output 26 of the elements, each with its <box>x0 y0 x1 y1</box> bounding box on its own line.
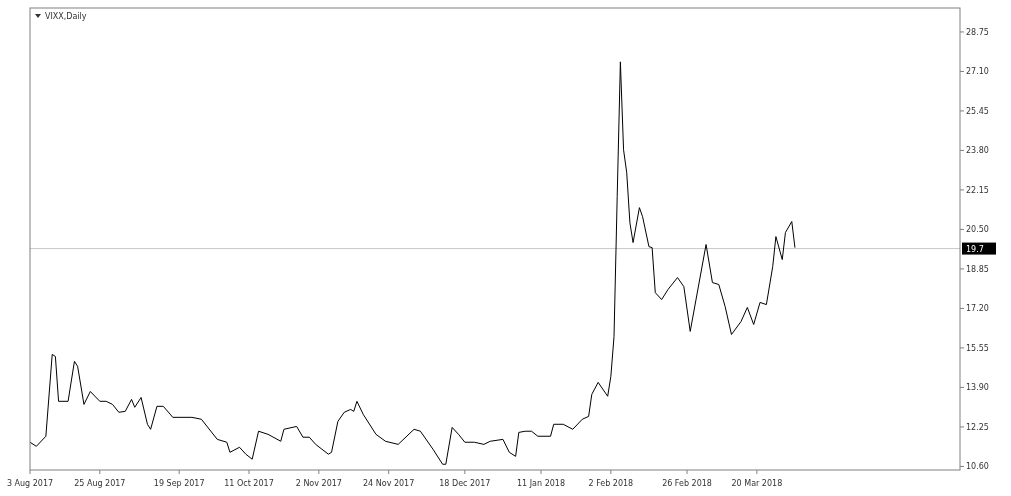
x-tick-label: 3 Aug 2017 <box>6 479 54 488</box>
x-tick-label: 20 Mar 2018 <box>731 479 783 488</box>
y-tick-label: 17.20 <box>966 304 989 314</box>
x-tick-label: 19 Sep 2017 <box>153 479 205 488</box>
y-tick-label: 10.60 <box>966 462 989 472</box>
x-tick-label: 25 Aug 2017 <box>74 479 126 488</box>
text: VIXX,Daily <box>45 12 87 21</box>
x-tick-label: 26 Feb 2018 <box>662 479 712 488</box>
y-tick-label: 20.50 <box>966 225 989 235</box>
y-tick-label: 22.15 <box>966 185 989 195</box>
x-tick-label: 11 Oct 2017 <box>224 479 274 488</box>
line-series <box>29 61 796 465</box>
y-tick-label: 25.45 <box>966 106 989 116</box>
y-tick-label: 13.90 <box>966 383 989 393</box>
y-tick-label: 12.25 <box>966 422 989 432</box>
x-tick-label: 2 Nov 2017 <box>295 479 342 488</box>
x-tick-label: 18 Dec 2017 <box>439 479 491 488</box>
y-tick-label: 27.10 <box>966 67 989 77</box>
y-tick-label: 18.85 <box>966 264 989 274</box>
y-tick-label: 28.75 <box>966 27 989 37</box>
y-tick-label: 23.80 <box>966 146 989 156</box>
y-tick-label: 15.55 <box>966 343 989 353</box>
ref-line-label: 19.7 <box>966 244 984 254</box>
x-tick-label: 2 Feb 2018 <box>588 479 634 488</box>
x-tick-label: 11 Jan 2018 <box>517 479 566 488</box>
x-tick-label: 24 Nov 2017 <box>363 479 415 488</box>
